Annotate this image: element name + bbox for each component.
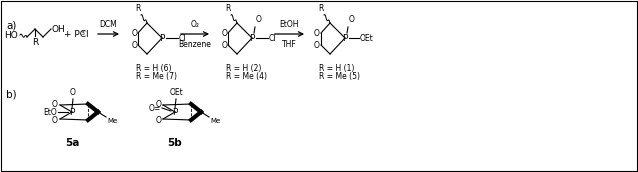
Text: O: O [314, 40, 320, 50]
Text: O: O [52, 99, 58, 109]
Text: O=: O= [149, 104, 161, 112]
Text: R = Me (4): R = Me (4) [226, 72, 267, 81]
Text: R: R [32, 38, 38, 47]
Text: O: O [131, 40, 137, 50]
Text: a): a) [6, 20, 17, 30]
Text: R = H (1): R = H (1) [319, 64, 354, 73]
Text: R = Me (7): R = Me (7) [136, 72, 177, 81]
Text: O: O [155, 116, 161, 125]
Text: R = H (6): R = H (6) [136, 64, 172, 73]
Text: O: O [52, 116, 58, 125]
Text: P: P [172, 108, 178, 116]
Text: R: R [225, 4, 231, 13]
Text: HO: HO [4, 30, 18, 40]
Text: O: O [314, 29, 320, 37]
Text: EtOH: EtOH [279, 20, 299, 29]
Text: R = Me (5): R = Me (5) [319, 72, 360, 81]
Text: EtO: EtO [43, 108, 57, 116]
Text: OEt: OEt [360, 34, 374, 42]
Text: DCM: DCM [100, 20, 117, 29]
Text: + PCl: + PCl [64, 30, 89, 39]
Text: Me: Me [107, 118, 117, 124]
Text: O: O [155, 99, 161, 109]
Text: O: O [349, 15, 355, 24]
Text: R: R [135, 4, 141, 13]
Text: O: O [131, 29, 137, 37]
Text: P: P [249, 34, 255, 42]
Text: O₂: O₂ [191, 20, 200, 29]
Text: R: R [318, 4, 323, 13]
Text: O: O [256, 15, 262, 24]
Text: O: O [70, 88, 76, 97]
Text: P: P [160, 34, 165, 42]
Text: Benzene: Benzene [179, 40, 211, 49]
Text: P: P [70, 108, 75, 116]
Text: OH: OH [52, 24, 66, 34]
Text: Cl: Cl [269, 34, 276, 42]
Text: 3: 3 [81, 31, 85, 36]
Text: Me: Me [210, 118, 220, 124]
Text: P: P [343, 34, 348, 42]
Text: OEt: OEt [169, 88, 183, 97]
Text: 5a: 5a [65, 138, 79, 148]
Text: Cl: Cl [179, 34, 186, 42]
Text: b): b) [6, 89, 17, 99]
Text: O: O [221, 29, 227, 37]
Text: R = H (2): R = H (2) [226, 64, 262, 73]
Text: O: O [221, 40, 227, 50]
Text: THF: THF [282, 40, 297, 49]
Text: 5b: 5b [168, 138, 182, 148]
